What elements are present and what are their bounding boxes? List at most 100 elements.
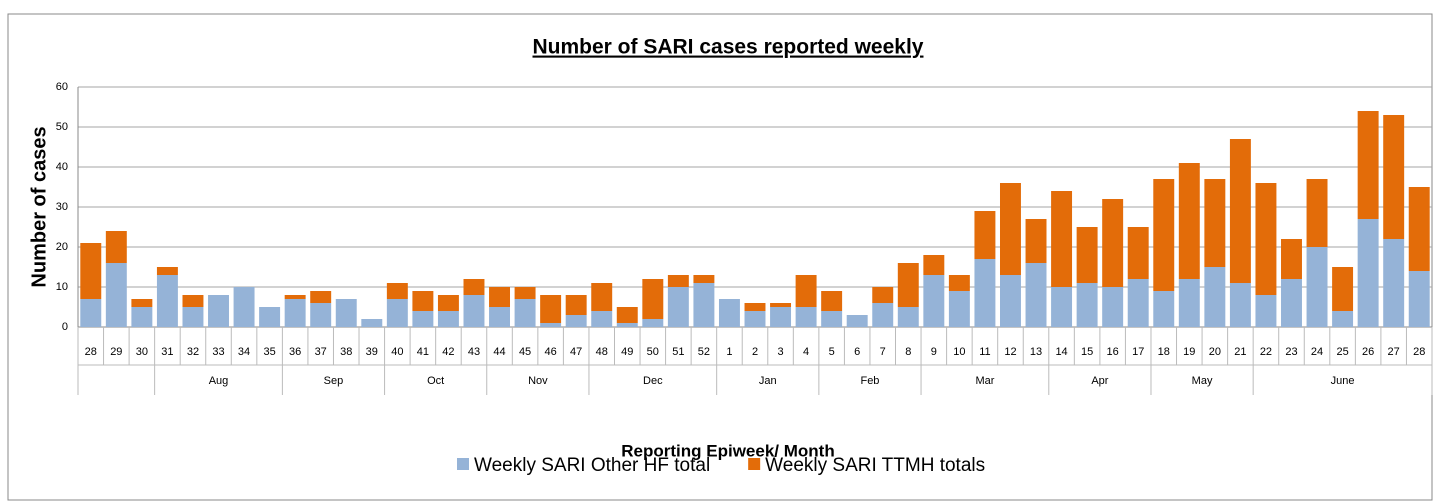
y-tick-label: 40 [56,161,68,173]
bar-segment [770,303,792,307]
bar-segment [156,275,178,327]
group-label: Apr [1091,375,1108,387]
x-tick-label: 37 [315,346,327,358]
bar-segment [693,275,715,283]
bar-segment [1102,287,1124,327]
x-tick-label: 1 [726,346,732,358]
group-label: Aug [209,375,229,387]
bar-segment [284,299,306,327]
bar-segment [693,283,715,327]
x-tick-label: 11 [979,346,990,358]
x-axis-label: Reporting Epiweek/ Month [621,441,834,460]
x-tick-label: 43 [468,346,480,358]
x-tick-label: 12 [1004,346,1016,358]
bar-segment [1408,187,1430,271]
bar-segment [489,307,511,327]
bar-segment [1306,179,1328,247]
bar-segment [591,311,613,327]
bar-segment [1255,183,1277,295]
bar-segment [974,259,996,327]
bar-segment [514,287,536,299]
bar-segment [821,311,843,327]
x-tick-label: 7 [880,346,886,358]
bar-segment [1229,139,1251,283]
x-tick-label: 16 [1107,346,1119,358]
y-tick-label: 30 [56,201,68,213]
bar-segment [386,299,408,327]
x-tick-label: 25 [1336,346,1348,358]
legend-label: Weekly SARI TTMH totals [765,455,985,476]
bar-segment [1408,271,1430,327]
y-tick-label: 60 [56,81,68,93]
bar-segment [1127,227,1149,279]
x-tick-label: 2 [752,346,758,358]
group-label: Nov [528,375,548,387]
bar-segment [718,299,740,327]
bar-segment [872,287,894,303]
x-tick-label: 52 [698,346,710,358]
legend-label: Weekly SARI Other HF total [474,455,710,476]
bar-segment [999,275,1021,327]
bar-segment [412,291,434,311]
x-tick-label: 42 [442,346,454,358]
x-tick-label: 40 [391,346,403,358]
bar-segment [1178,279,1200,327]
bar-segment [616,323,638,327]
bar-segment [1178,163,1200,279]
bar-segment [437,295,459,311]
bar-segment [233,287,255,327]
bar-segment [821,291,843,311]
bar-segment [1332,311,1354,327]
x-tick-label: 33 [212,346,224,358]
bar-segment [1332,267,1354,311]
bar-segment [616,307,638,323]
bar-segment [642,319,664,327]
bar-segment [948,291,970,327]
y-tick-label: 20 [56,241,68,253]
bar-segment [412,311,434,327]
bar-segment [80,299,102,327]
y-axis-label: Number of cases [28,126,50,287]
bar-segment [1357,219,1379,327]
x-tick-label: 49 [621,346,633,358]
bar-segment [1102,199,1124,287]
bar-segment [182,295,204,307]
bar-segment [1255,295,1277,327]
bar-segment [1357,111,1379,219]
x-tick-label: 21 [1234,346,1246,358]
bar-segment [591,283,613,311]
bar-segment [80,243,102,299]
bar-segment [642,279,664,319]
bar-segment [386,283,408,299]
bar-segment [259,307,281,327]
bar-segment [514,299,536,327]
legend-swatch [748,458,761,470]
x-tick-label: 29 [110,346,122,358]
group-label: June [1331,375,1355,387]
x-tick-label: 8 [905,346,911,358]
bar-segment [1127,279,1149,327]
bar-segment [923,275,945,327]
x-tick-label: 32 [187,346,199,358]
chart-title: Number of SARI cases reported weekly [533,36,924,59]
x-tick-label: 31 [161,346,173,358]
bar-segment [335,299,357,327]
bar-segment [1204,179,1226,267]
x-tick-label: 38 [340,346,352,358]
bar-segment [131,299,153,307]
bar-segment [1153,179,1175,291]
bar-segment [540,295,562,323]
bar-segment [437,311,459,327]
x-tick-label: 10 [953,346,965,358]
group-label: May [1192,375,1213,387]
bar-segment [846,315,868,327]
x-tick-label: 50 [647,346,659,358]
bar-segment [489,287,511,307]
x-tick-label: 26 [1362,346,1374,358]
x-tick-label: 28 [1413,346,1425,358]
group-label: Sep [324,375,344,387]
x-tick-label: 14 [1055,346,1067,358]
bar-segment [105,231,127,263]
x-tick-label: 19 [1183,346,1195,358]
bar-segment [1051,287,1073,327]
